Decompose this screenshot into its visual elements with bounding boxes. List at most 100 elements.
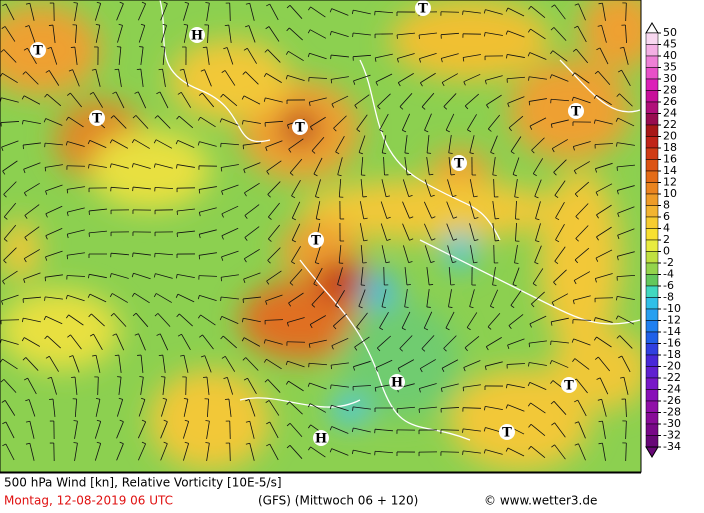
wind-barb	[619, 93, 633, 107]
wind-barb	[572, 319, 592, 321]
wind-barb	[625, 442, 627, 462]
wind-barb-feather	[199, 334, 203, 338]
wind-barb-feather	[21, 337, 25, 342]
wind-barb	[245, 71, 259, 85]
wind-barb	[602, 443, 606, 461]
wind-barb-feather	[96, 441, 101, 444]
wind-barb-feather	[184, 1, 189, 4]
wind-barb-feather	[462, 428, 464, 433]
wind-barb	[374, 428, 394, 432]
wind-barb-feather	[534, 196, 539, 199]
wind-barb-feather	[200, 69, 205, 72]
wind-barb	[507, 96, 525, 104]
wind-barb-feather	[484, 366, 487, 371]
wind-barb-feather	[265, 26, 270, 30]
wind-barb	[248, 399, 256, 417]
wind-barb	[529, 362, 547, 366]
wind-barb	[177, 164, 195, 168]
wind-barb-feather	[21, 318, 24, 323]
wind-barb	[535, 201, 541, 219]
wind-barb	[486, 94, 502, 106]
wind-barb-feather	[119, 441, 124, 445]
wind-barb	[45, 205, 63, 215]
wind-barb	[3, 379, 17, 393]
wind-barb	[111, 273, 129, 279]
wind-barb-feather	[47, 376, 52, 379]
wind-barb	[424, 245, 432, 263]
wind-barb	[243, 272, 261, 280]
wind-barb-feather	[285, 380, 289, 385]
wind-barb-feather	[66, 255, 69, 260]
wind-barb-feather	[571, 97, 574, 102]
wind-barb	[617, 315, 635, 325]
wind-barb-feather	[529, 323, 532, 328]
wind-barb	[2, 72, 18, 84]
wind-barb	[578, 3, 586, 21]
wind-barb	[118, 47, 122, 65]
wind-barb	[162, 355, 166, 373]
wind-barb-feather	[131, 139, 135, 144]
wind-barb	[552, 50, 568, 62]
colorbar-label: -20	[663, 360, 681, 373]
wind-barb	[94, 421, 102, 439]
wind-barb-feather	[533, 173, 537, 177]
colorbar-label: -14	[663, 325, 681, 338]
wind-barb	[337, 267, 343, 285]
wind-barb-feather	[292, 217, 297, 221]
wind-barb-feather	[430, 194, 435, 197]
wind-barb-feather	[263, 73, 267, 78]
wind-barb	[510, 290, 522, 306]
wind-barb-feather	[308, 343, 311, 348]
wind-barb	[229, 442, 231, 462]
wind-barb	[29, 3, 35, 21]
wind-barb	[507, 30, 525, 38]
wind-barb	[207, 398, 209, 418]
wind-barb	[331, 426, 349, 434]
wind-barb	[404, 157, 408, 175]
wind-barb	[156, 293, 172, 303]
wind-barb-feather	[593, 336, 597, 341]
wind-barb-feather	[505, 30, 508, 35]
wind-barb	[289, 269, 303, 283]
wind-barb-feather	[506, 54, 508, 59]
colorbar-label: 28	[663, 84, 677, 97]
wind-barb	[23, 95, 41, 105]
vorticity-area	[90, 130, 210, 210]
wind-barb	[333, 115, 347, 129]
wind-barb-feather	[221, 213, 224, 218]
wind-barb	[402, 179, 410, 197]
wind-barb	[377, 335, 391, 349]
wind-barb-feather	[399, 348, 403, 352]
wind-barb	[381, 135, 387, 153]
wind-barb-feather	[529, 125, 533, 130]
colorbar-label: 35	[663, 61, 677, 74]
wind-barb	[467, 114, 477, 130]
wind-barb-feather	[175, 293, 179, 298]
wind-barb	[353, 406, 371, 410]
wind-barb-feather	[65, 116, 69, 121]
wind-barb	[353, 9, 371, 15]
wind-barb	[426, 289, 430, 307]
colorbar-label: 2	[663, 233, 670, 246]
wind-barb-feather	[473, 195, 478, 198]
wind-barb	[399, 93, 413, 107]
wind-barb	[469, 201, 475, 219]
pressure-center-label: H	[191, 29, 203, 44]
wind-barb-feather	[268, 238, 272, 242]
wind-barb-feather	[551, 302, 555, 307]
wind-barb	[25, 357, 39, 371]
wind-barb-feather	[598, 420, 603, 423]
wind-barb-feather	[401, 327, 406, 331]
colorbar-segment	[645, 136, 659, 149]
wind-barb	[574, 181, 590, 195]
wind-barb-feather	[553, 281, 557, 286]
wind-barb-feather	[440, 58, 443, 63]
wind-barb	[112, 293, 128, 303]
wind-barb-feather	[549, 360, 553, 365]
wind-barb	[288, 380, 304, 392]
wind-barb-feather	[65, 314, 69, 319]
wind-barb	[67, 186, 85, 190]
wind-barb-feather	[45, 213, 48, 218]
colorbar-label: 50	[663, 26, 677, 39]
wind-barb	[199, 294, 217, 302]
